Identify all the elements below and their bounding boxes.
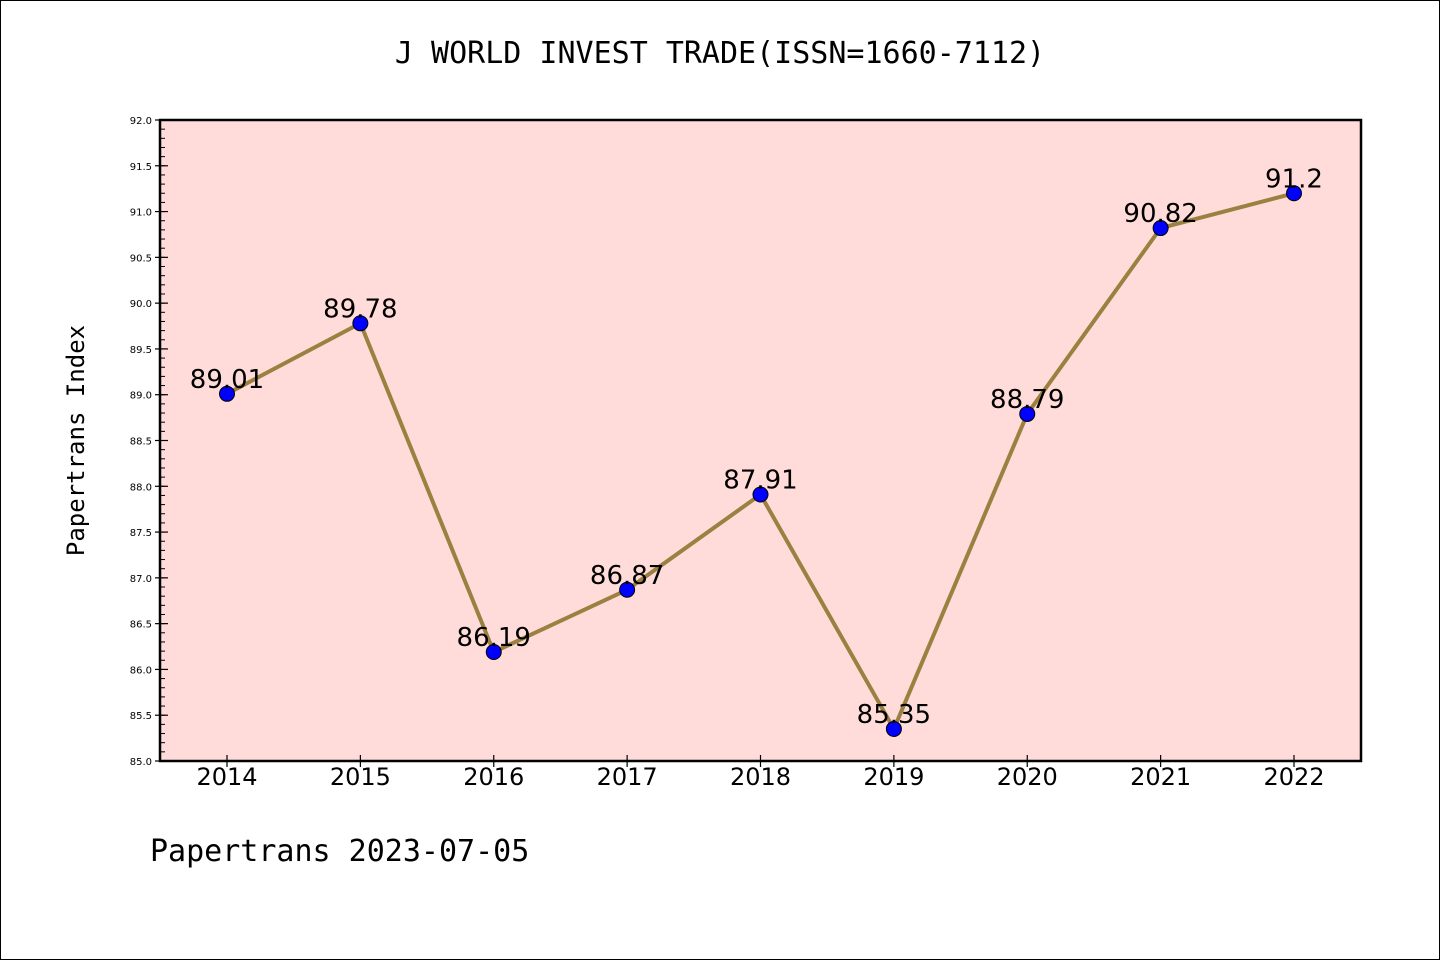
data-point [1286, 185, 1302, 202]
data-point [1019, 405, 1036, 422]
y-tick-label: 88.0 [130, 482, 152, 493]
data-label: 87.91 [723, 466, 797, 496]
data-label: 85.35 [857, 700, 931, 730]
x-tick-label: 2014 [196, 763, 257, 791]
y-tick-label: 90.0 [130, 299, 152, 310]
y-tick-label: 85.0 [130, 757, 152, 768]
y-tick-label: 86.5 [130, 620, 152, 631]
y-tick-label: 88.5 [130, 437, 152, 448]
y-axis: 85.0 85.5 86.0 86.5 87.0 87.5 88.0 88.5 89.0 89.5… [130, 116, 168, 768]
data-point [352, 315, 369, 332]
y-tick-label: 92.0 [130, 116, 152, 127]
x-tick-label: 2015 [330, 763, 391, 791]
y-tick-label: 91.0 [130, 208, 152, 219]
y-tick-label: 87.5 [130, 528, 152, 539]
y-axis-label: Papertrans Index [62, 325, 90, 556]
data-label: 89.78 [323, 294, 397, 324]
data-point [485, 644, 502, 661]
y-tick-label: 91.5 [130, 162, 152, 173]
x-tick-label: 2019 [863, 763, 924, 791]
x-tick-label: 2020 [997, 763, 1058, 791]
data-label: 90.82 [1123, 199, 1197, 229]
data-points [219, 185, 1302, 737]
data-label: 89.01 [190, 365, 264, 395]
data-point [885, 720, 902, 737]
y-tick-label: 89.5 [130, 345, 152, 356]
x-tick-label: 2018 [730, 763, 791, 791]
chart-title: J WORLD INVEST TRADE(ISSN=1660-7112) [394, 36, 1046, 71]
y-tick-label: 90.5 [130, 253, 152, 264]
y-tick-label: 87.0 [130, 574, 152, 585]
data-point [752, 486, 769, 503]
data-label: 86.87 [590, 561, 664, 591]
x-tick-label: 2016 [463, 763, 524, 791]
y-tick-label: 86.0 [130, 665, 152, 676]
data-labels: 89.01 89.78 86.19 86.87 87.91 85.35 88.79 90.82… [190, 164, 1323, 730]
plot-border [158, 118, 1363, 763]
data-label: 88.79 [990, 385, 1064, 415]
data-label: 91.2 [1265, 164, 1323, 194]
x-tick-label: 2017 [597, 763, 658, 791]
y-tick-label: 89.0 [130, 391, 152, 402]
data-label: 86.19 [457, 623, 531, 653]
y-tick-label: 85.5 [130, 711, 152, 722]
x-axis: 2014 2015 2016 2017 2018 2019 2020 2021 2022 [196, 755, 1325, 791]
data-point [619, 581, 636, 598]
data-point [219, 385, 235, 402]
x-tick-label: 2022 [1263, 763, 1324, 791]
data-point [1152, 220, 1169, 237]
footer-text: Papertrans 2023-07-05 [150, 834, 530, 869]
x-tick-label: 2021 [1130, 763, 1191, 791]
